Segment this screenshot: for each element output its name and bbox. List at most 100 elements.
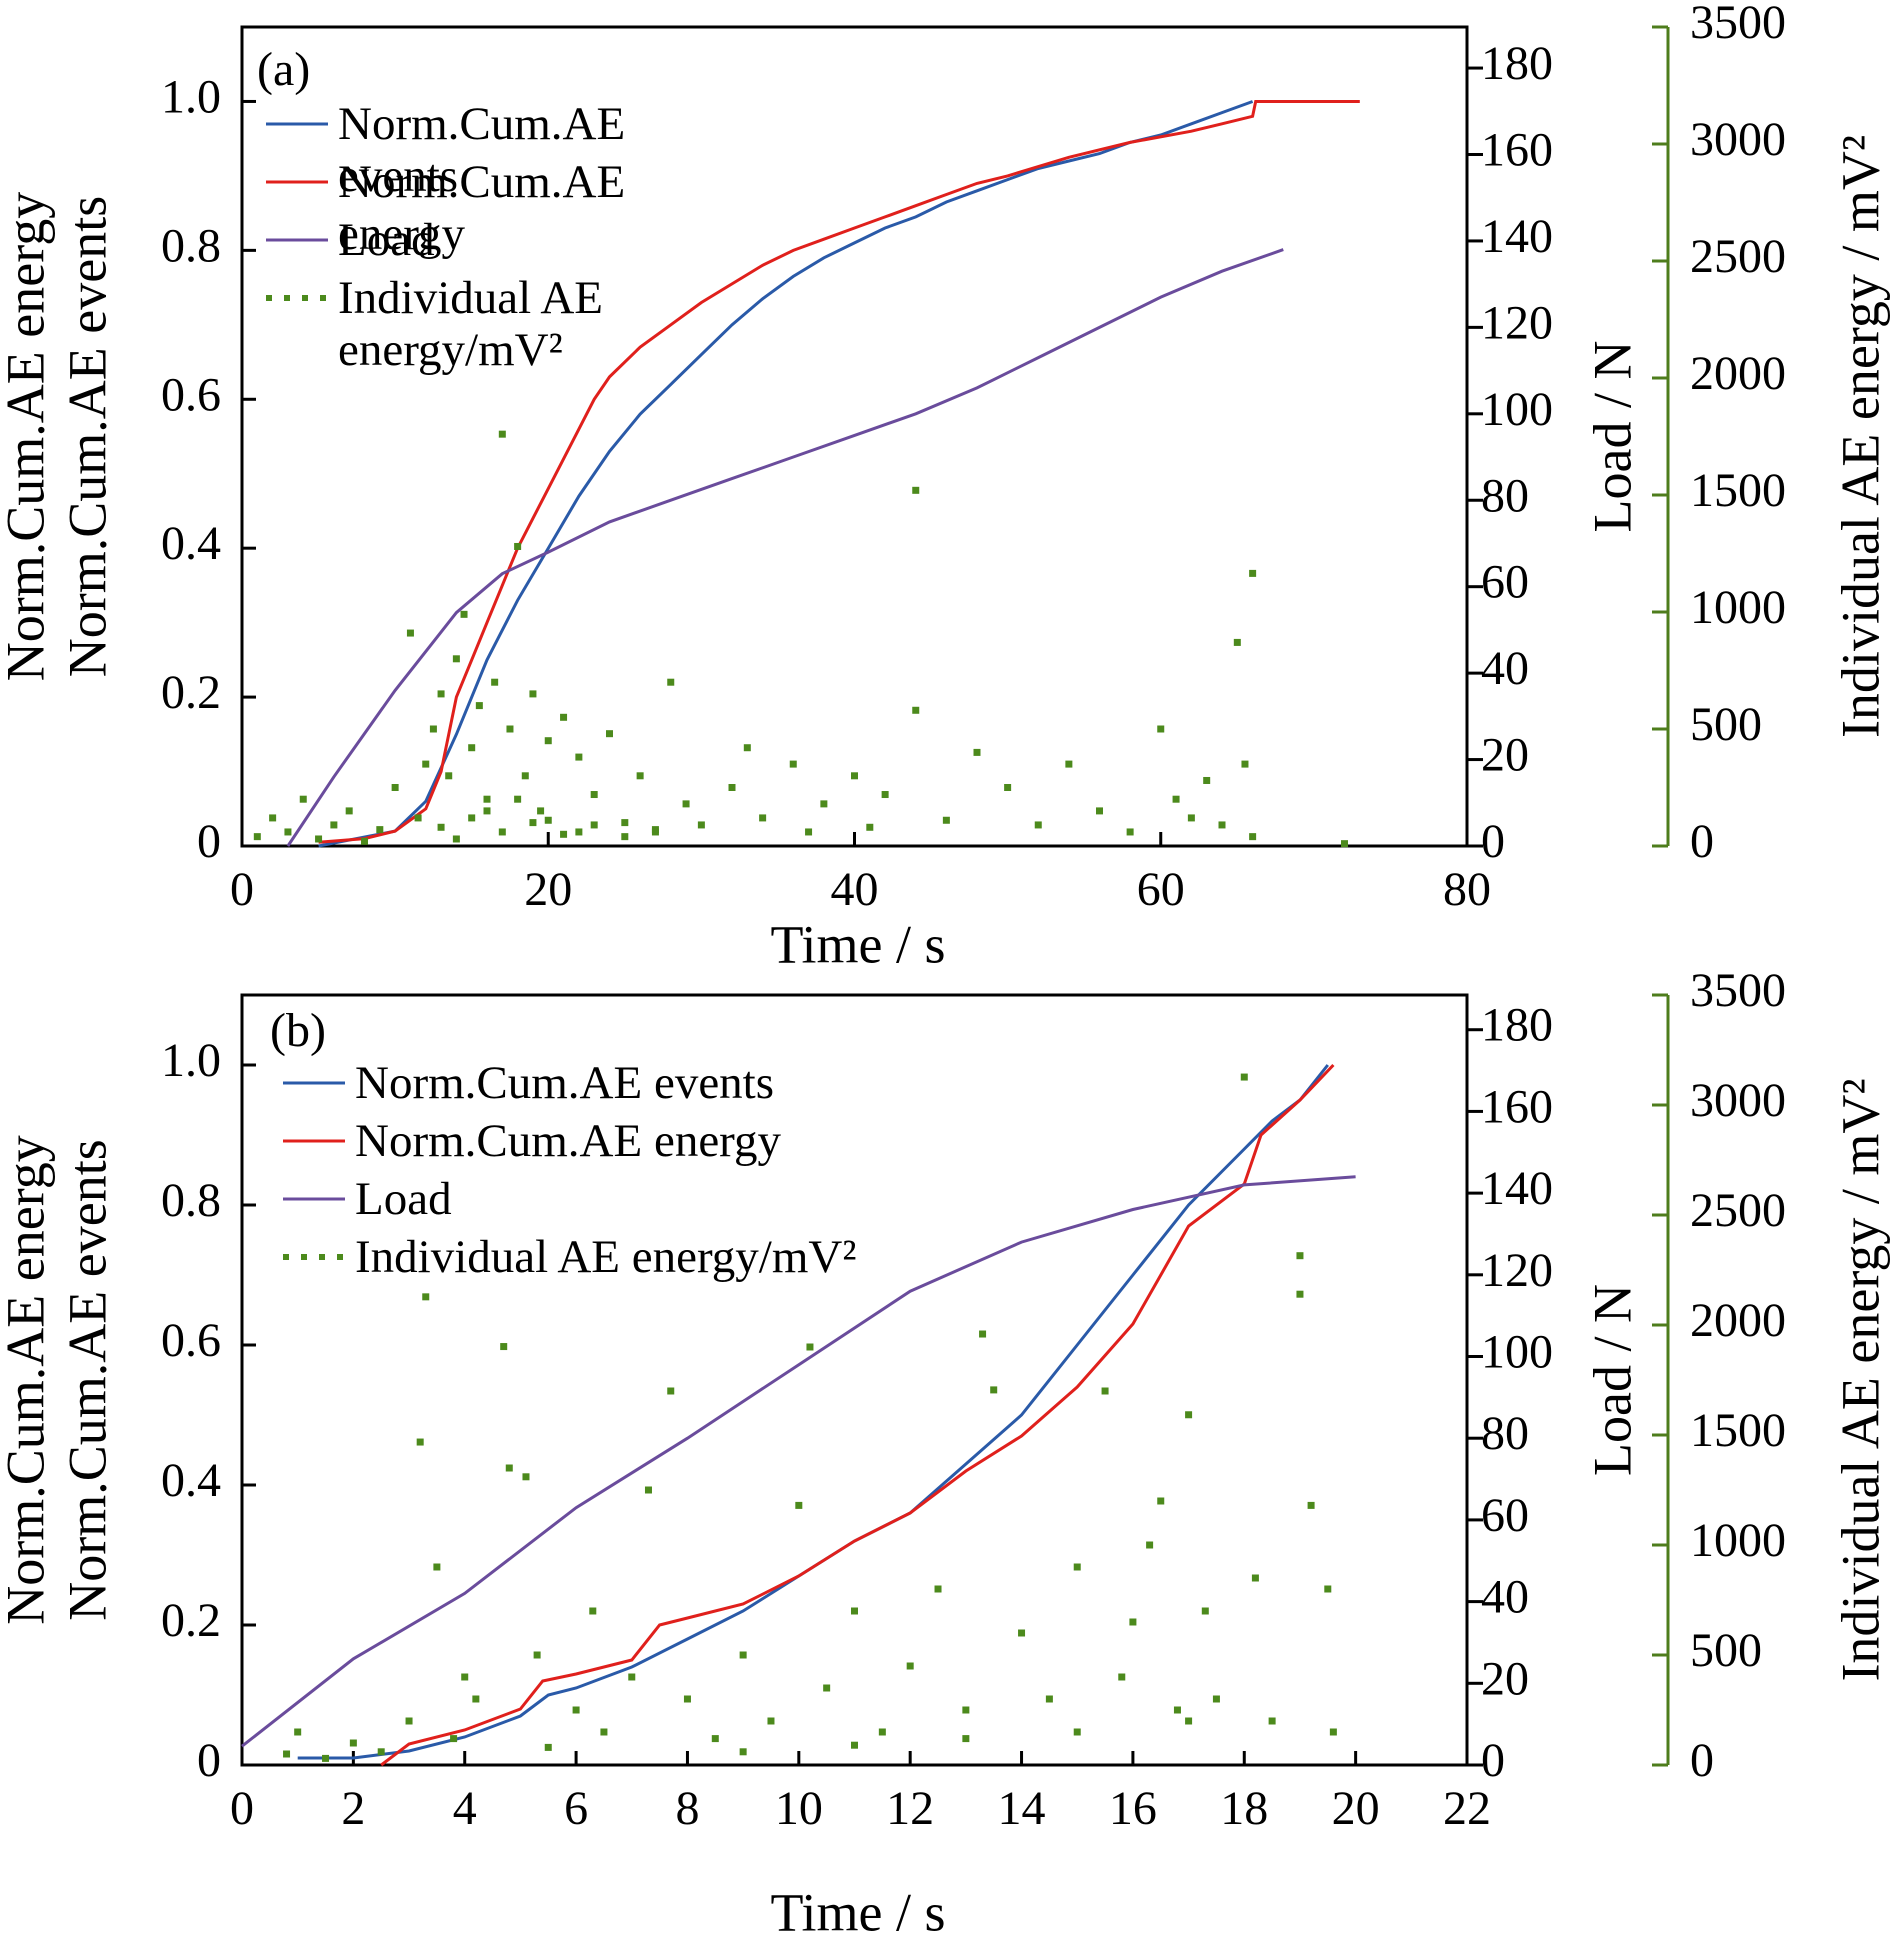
y2-tick-label: 120 (1481, 1244, 1553, 1297)
y2-tick-label: 0 (1481, 815, 1505, 868)
scatter-point (345, 807, 353, 815)
scatter-point (1101, 1387, 1109, 1395)
scatter-point (1034, 821, 1042, 829)
scatter-point (1212, 1695, 1220, 1703)
scatter-point (851, 1741, 858, 1749)
scatter-point (500, 1343, 508, 1351)
x-axis-label: Time / s (770, 1882, 945, 1942)
x-tick-label: 16 (1109, 1782, 1157, 1835)
y3-tick-label: 1000 (1690, 581, 1786, 634)
y2-tick-label: 160 (1481, 124, 1553, 177)
y-axis-label: Norm.Cum.AE events (57, 1139, 117, 1620)
scatter-point (1096, 807, 1103, 815)
scatter-point (682, 800, 690, 808)
scatter-point (483, 807, 491, 815)
scatter-point (433, 1563, 441, 1571)
scatter-point (912, 486, 920, 494)
scatter-point (452, 655, 460, 663)
scatter-point (452, 835, 460, 843)
x-tick-label: 60 (1137, 863, 1185, 916)
scatter-point (1045, 1695, 1053, 1703)
series-line (297, 1064, 1329, 1760)
scatter-point (683, 1695, 691, 1703)
scatter-point (881, 791, 889, 799)
x-tick-label: 4 (453, 1782, 477, 1835)
y-tick-label: 1.0 (161, 1034, 221, 1087)
y2-tick-label: 80 (1481, 469, 1529, 522)
series-line (241, 1175, 1356, 1748)
scatter-point (1146, 1541, 1154, 1549)
scatter-point (437, 690, 445, 698)
scatter-point (1073, 1563, 1081, 1571)
scatter-point (589, 1607, 597, 1615)
legend-label: Norm.Cum.AE events (355, 1057, 775, 1109)
x-tick-label: 2 (341, 1782, 365, 1835)
y-axis-label: Norm.Cum.AE events (57, 196, 117, 677)
y3-tick-label: 2500 (1690, 230, 1786, 283)
scatter-point (406, 629, 414, 637)
scatter-point (450, 1735, 458, 1743)
y2-tick-label: 20 (1481, 1652, 1529, 1705)
scatter-point (468, 814, 476, 822)
y2-axis-label: Load / N (1582, 341, 1642, 533)
scatter-point (361, 837, 368, 845)
scatter-point (460, 610, 468, 618)
y2-tick-label: 140 (1481, 1162, 1553, 1215)
scatter-point (767, 1717, 775, 1725)
scatter-point (1268, 1717, 1276, 1725)
scatter-point (468, 744, 476, 752)
y-tick-label: 0.6 (161, 368, 221, 421)
y2-tick-label: 100 (1481, 383, 1553, 436)
y3-tick-label: 0 (1690, 1734, 1714, 1787)
scatter-point (636, 772, 644, 780)
y2-tick-label: 140 (1481, 210, 1553, 263)
scatter-point (1129, 1618, 1137, 1626)
scatter-point (1218, 821, 1226, 829)
y2-tick-label: 60 (1481, 556, 1529, 609)
y3-tick-label: 1000 (1690, 1514, 1786, 1567)
scatter-point (990, 1386, 998, 1394)
scatter-point (606, 730, 613, 738)
legend-label: Load (338, 214, 435, 266)
scatter-point (979, 1330, 987, 1338)
y-tick-label: 1.0 (161, 70, 221, 123)
scatter-point (743, 744, 751, 752)
y2-tick-label: 60 (1481, 1489, 1529, 1542)
y3-tick-label: 3000 (1690, 113, 1786, 166)
scatter-point (299, 795, 307, 803)
x-tick-label: 40 (831, 863, 879, 916)
scatter-point (823, 1684, 831, 1692)
scatter-point (1201, 1607, 1209, 1615)
scatter-point (429, 725, 437, 733)
scatter-point (422, 760, 430, 768)
scatter-point (1296, 1290, 1304, 1298)
scatter-point (315, 835, 323, 843)
y2-tick-label: 40 (1481, 642, 1529, 695)
legend-label: Norm.Cum.AE events (338, 98, 626, 202)
series-line (380, 1063, 1335, 1767)
scatter-point (391, 784, 399, 791)
scatter-point (560, 713, 568, 721)
scatter-point (1173, 1706, 1181, 1714)
scatter-point (651, 826, 659, 834)
x-axis-label: Time / s (770, 914, 945, 974)
scatter-point (1157, 1497, 1165, 1505)
y3-tick-label: 2000 (1690, 347, 1786, 400)
y2-tick-label: 180 (1481, 37, 1553, 90)
scatter-point (962, 1706, 970, 1714)
legend-label: Individual AE energy/mV² (355, 1231, 857, 1283)
y3-tick-label: 3000 (1690, 1074, 1786, 1127)
scatter-point (377, 1748, 385, 1756)
y-tick-label: 0.4 (161, 1454, 221, 1507)
y2-tick-label: 80 (1481, 1407, 1529, 1460)
scatter-point (1240, 1073, 1248, 1081)
scatter-point (1118, 1673, 1126, 1681)
scatter-point (1172, 795, 1180, 803)
scatter-point (711, 1735, 719, 1743)
legend-label: Norm.Cum.AE energy (355, 1115, 781, 1167)
scatter-point (529, 690, 537, 698)
scatter-point (269, 814, 277, 822)
y2-tick-label: 20 (1481, 729, 1529, 782)
scatter-point (414, 814, 422, 822)
